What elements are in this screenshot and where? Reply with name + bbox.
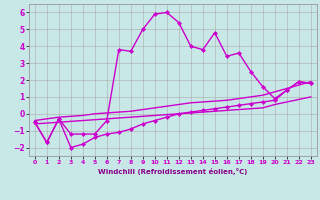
X-axis label: Windchill (Refroidissement éolien,°C): Windchill (Refroidissement éolien,°C) [98,168,247,175]
